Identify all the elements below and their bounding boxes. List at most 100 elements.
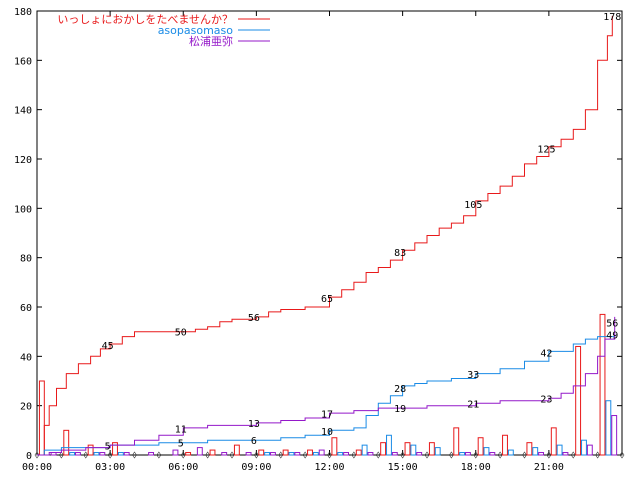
hourly-bar <box>258 449 265 456</box>
hourly-bar <box>245 452 252 456</box>
y-tick-label: 20 <box>20 402 32 413</box>
hourly-bar <box>477 437 484 456</box>
data-label: 11 <box>175 425 187 436</box>
data-label: 17 <box>321 410 333 421</box>
hourly-bar <box>562 452 569 456</box>
legend-label: いっしょにおかしをたべませんか？ <box>57 13 233 26</box>
y-tick-label: 120 <box>14 155 32 166</box>
hourly-bar <box>434 447 441 456</box>
hour-marker <box>570 451 576 459</box>
hourly-bar <box>483 447 490 456</box>
hour-marker <box>229 451 235 459</box>
hourly-bar <box>148 452 155 456</box>
data-label: 56 <box>606 318 618 329</box>
hour-marker <box>205 451 210 459</box>
hourly-bars <box>38 313 618 456</box>
data-label: 49 <box>606 330 618 341</box>
hourly-bar <box>312 452 319 456</box>
y-tick-label: 40 <box>20 352 32 363</box>
hourly-bar <box>209 449 216 456</box>
y-axis: 0 20 40 60 80 100 120 140 160 180 <box>14 7 622 462</box>
hourly-bar <box>489 452 496 456</box>
hourly-bar <box>75 452 81 456</box>
hourly-bar <box>270 452 276 456</box>
x-tick-label: 00:00 <box>22 462 52 473</box>
hour-marker <box>59 451 64 459</box>
hourly-bar <box>586 444 593 456</box>
hourly-bar <box>185 452 192 456</box>
hourly-bar <box>367 452 374 456</box>
hourly-bar <box>391 452 398 456</box>
hourly-bar <box>337 452 344 456</box>
data-label: 42 <box>540 348 552 359</box>
x-tick-label: 06:00 <box>168 462 198 473</box>
data-label: 13 <box>248 419 260 430</box>
x-axis: 00:00 03:00 06:00 09:00 12:00 15:00 18:00 21:00 <box>22 11 625 473</box>
hourly-bar <box>343 452 350 456</box>
hourly-bar <box>99 452 106 456</box>
x-tick-label: 03:00 <box>95 462 125 473</box>
series-line <box>37 15 613 456</box>
hourly-bar <box>93 452 100 456</box>
y-tick-label: 140 <box>14 106 32 117</box>
hourly-bar <box>380 442 387 456</box>
data-label: 28 <box>394 384 406 395</box>
hourly-bar <box>87 444 94 456</box>
y-tick-label: 60 <box>20 303 32 314</box>
hourly-bar <box>196 447 203 456</box>
x-tick-label: 15:00 <box>388 462 418 473</box>
legend-label: asopasomaso <box>158 24 234 37</box>
legend-label: 松浦亜弥 <box>189 34 233 48</box>
hourly-bar <box>575 345 582 456</box>
data-label: 105 <box>464 200 482 211</box>
hourly-bar <box>221 452 228 456</box>
hourly-bar <box>404 442 411 456</box>
x-tick-label: 21:00 <box>534 462 564 473</box>
hourly-bar <box>355 449 362 456</box>
hourly-bar <box>123 452 130 456</box>
data-label: 6 <box>251 436 257 447</box>
hourly-bar <box>605 400 612 456</box>
y-tick-label: 100 <box>14 204 32 215</box>
hourly-bar <box>416 452 423 456</box>
hourly-bar <box>410 444 417 456</box>
data-label: 56 <box>248 313 260 324</box>
hour-marker <box>424 451 430 459</box>
hourly-bar <box>465 452 471 456</box>
series-lines <box>37 15 616 456</box>
hourly-bar <box>428 442 435 456</box>
hour-marker <box>619 451 625 459</box>
hourly-bar <box>556 444 563 456</box>
hourly-bar <box>526 442 533 456</box>
data-label: 19 <box>394 404 406 415</box>
data-label: 23 <box>540 395 552 406</box>
data-label: 178 <box>603 12 621 23</box>
hour-marker <box>156 451 162 459</box>
data-label: 65 <box>321 294 333 305</box>
data-label: 5 <box>178 439 184 450</box>
hourly-bar <box>233 444 240 456</box>
hour-marker <box>302 451 308 459</box>
hour-marker <box>34 451 40 459</box>
data-label: 125 <box>537 145 555 156</box>
hourly-bar <box>318 449 325 456</box>
hourly-bar <box>550 427 557 456</box>
x-tick-label: 12:00 <box>314 462 344 473</box>
hour-marker <box>254 451 259 459</box>
hourly-bar <box>538 452 545 456</box>
hour-marker <box>278 451 284 459</box>
hour-marker <box>132 451 137 459</box>
hour-marker <box>375 451 381 459</box>
y-tick-label: 180 <box>14 7 32 18</box>
hourly-bar <box>294 452 301 456</box>
y-tick-label: 0 <box>26 451 32 462</box>
hour-marker <box>595 451 600 459</box>
hour-marker <box>449 451 454 459</box>
data-label: 10 <box>321 427 333 438</box>
data-label: 50 <box>175 328 187 339</box>
series-line <box>37 316 616 456</box>
hourly-bar <box>611 415 618 456</box>
